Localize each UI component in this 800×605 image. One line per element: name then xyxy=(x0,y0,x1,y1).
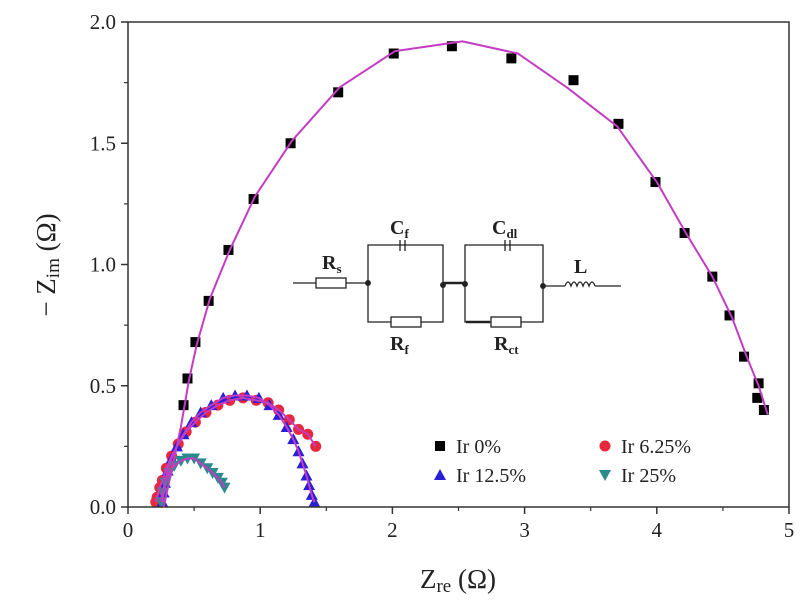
inductor-l xyxy=(564,281,596,288)
fit-line xyxy=(154,396,317,503)
legend-item: Ir 25% xyxy=(599,465,676,487)
fit-line xyxy=(160,457,226,503)
data-point xyxy=(506,53,517,64)
plot-frame xyxy=(127,21,790,508)
legend-marker-square xyxy=(435,441,445,451)
data-point xyxy=(190,337,201,348)
fit-line xyxy=(161,394,316,503)
data-point xyxy=(333,87,344,98)
legend-item: Ir 12.5% xyxy=(434,465,526,487)
y-tick-label: 1.0 xyxy=(90,253,116,277)
data-point xyxy=(388,48,399,59)
legend-label: Ir 25% xyxy=(621,465,676,487)
data-point xyxy=(155,497,168,509)
legend-label: Ir 0% xyxy=(456,436,501,458)
label-cdl: Cdl xyxy=(492,217,518,241)
y-tick-label: 0.5 xyxy=(90,374,116,398)
y-axis-label: − Zim (Ω) xyxy=(31,213,64,316)
label-rf: Rf xyxy=(390,333,409,357)
data-point xyxy=(724,310,735,321)
data-point xyxy=(223,244,234,255)
legend-label: Ir 6.25% xyxy=(621,436,691,458)
legend-item: Ir 0% xyxy=(435,436,501,458)
data-point xyxy=(182,373,193,384)
axis-ticks: 0 1 2 3 4 5 0.0 0.5 1.0 1.5 2.0 xyxy=(90,10,795,542)
y-tick-label: 1.5 xyxy=(90,131,116,155)
resistor-rs xyxy=(315,277,347,289)
resistor-rct xyxy=(490,316,522,328)
data-point xyxy=(218,482,231,494)
y-tick-label: 0.0 xyxy=(90,495,116,519)
fit-line xyxy=(162,40,769,508)
x-tick-label: 3 xyxy=(519,518,530,542)
legend-marker-triangle-down xyxy=(599,470,611,481)
x-tick-label: 4 xyxy=(652,518,663,542)
legend-marker-circle xyxy=(599,440,611,452)
data-point xyxy=(679,227,690,238)
legend: Ir 0% Ir 6.25% Ir 12.5% Ir 25% xyxy=(434,436,691,487)
data-point xyxy=(568,75,579,86)
data-point xyxy=(758,405,769,415)
label-rct: Rct xyxy=(494,333,519,357)
x-tick-label: 5 xyxy=(784,518,795,542)
series-ir-0- xyxy=(178,41,769,415)
data-point xyxy=(650,177,661,188)
data-point xyxy=(613,118,624,129)
data-point xyxy=(752,392,763,403)
x-axis-label: Zre (Ω) xyxy=(420,564,496,597)
x-tick-label: 1 xyxy=(255,518,266,542)
label-l: L xyxy=(574,256,587,278)
equivalent-circuit-inset xyxy=(293,240,621,328)
label-rs: Rs xyxy=(322,252,342,276)
data-point xyxy=(178,400,189,411)
fit-lines xyxy=(154,40,769,508)
resistor-rf xyxy=(390,316,422,328)
y-tick-label: 2.0 xyxy=(90,10,116,34)
x-tick-label: 2 xyxy=(387,518,398,542)
data-point xyxy=(739,351,750,362)
legend-item: Ir 6.25% xyxy=(599,436,691,458)
legend-label: Ir 12.5% xyxy=(456,465,526,487)
label-cf: Cf xyxy=(390,217,409,241)
data-point xyxy=(446,41,457,52)
legend-marker-triangle-up xyxy=(434,469,446,480)
x-tick-label: 0 xyxy=(123,518,134,542)
